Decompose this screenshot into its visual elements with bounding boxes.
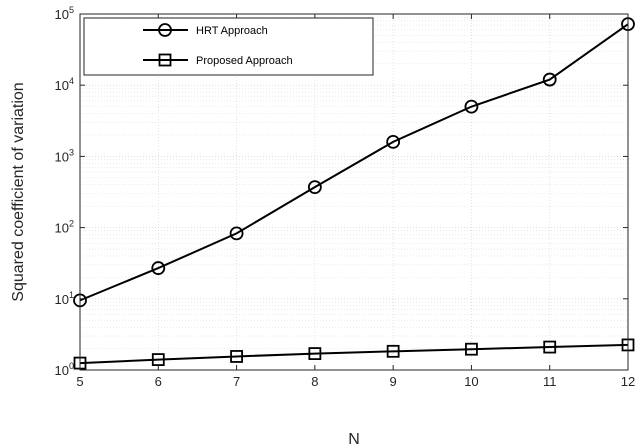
data-point bbox=[308, 347, 322, 360]
series-line bbox=[79, 343, 629, 365]
x-tick-label: 8 bbox=[311, 374, 318, 389]
data-point bbox=[465, 342, 478, 356]
series-line bbox=[79, 23, 629, 302]
y-tick-label: 104 bbox=[55, 76, 74, 93]
legend-marker bbox=[158, 53, 172, 67]
grid bbox=[79, 14, 629, 371]
plot-frame bbox=[79, 13, 629, 371]
x-tick-label: 5 bbox=[76, 374, 83, 389]
legend-box bbox=[83, 17, 374, 76]
legend-label: Proposed Approach bbox=[196, 55, 293, 67]
legend: HRT Approach Proposed Approach bbox=[83, 17, 374, 76]
legend-item: Proposed Approach bbox=[143, 53, 293, 67]
ticks: 5 6 7 8 9 10 11 12 100 101 102 103 104 105 bbox=[55, 5, 636, 389]
data-point bbox=[464, 99, 479, 114]
y-axis-label: Squared coefficient of variation bbox=[10, 82, 27, 301]
x-tick-label: 11 bbox=[543, 374, 557, 389]
x-tick-label: 7 bbox=[233, 374, 240, 389]
data-point bbox=[230, 350, 243, 363]
legend-marker bbox=[158, 23, 172, 37]
data-point bbox=[542, 72, 557, 87]
legend-item: HRT Approach bbox=[143, 23, 268, 37]
x-tick-label: 9 bbox=[390, 374, 397, 389]
y-tick-label: 102 bbox=[55, 219, 74, 236]
y-tick-label: 103 bbox=[55, 147, 74, 164]
data-point bbox=[151, 261, 166, 275]
x-axis-label: N bbox=[348, 431, 360, 448]
legend-label: HRT Approach bbox=[196, 25, 268, 37]
data-point bbox=[543, 340, 557, 354]
y-tick-label: 101 bbox=[55, 290, 74, 307]
x-tick-label: 10 bbox=[464, 374, 478, 389]
x-tick-label: 6 bbox=[155, 374, 162, 389]
data-point bbox=[386, 344, 400, 358]
y-tick-label: 105 bbox=[55, 5, 74, 22]
data-point bbox=[229, 226, 244, 241]
x-tick-label: 12 bbox=[621, 374, 635, 389]
data-point bbox=[386, 134, 401, 149]
data-point bbox=[307, 180, 322, 195]
y-tick-label: 100 bbox=[55, 361, 74, 378]
